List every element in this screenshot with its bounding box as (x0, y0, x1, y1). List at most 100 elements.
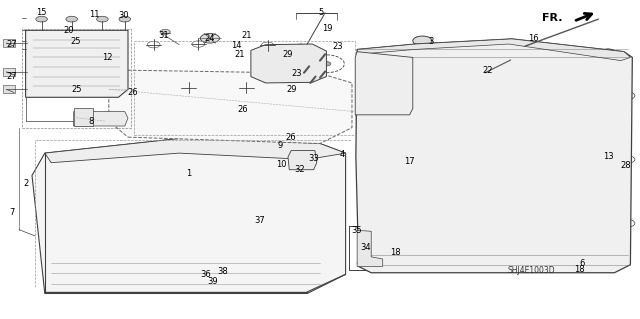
Text: 30: 30 (118, 11, 129, 20)
Text: 26: 26 (128, 88, 138, 97)
Text: SHJ4E1003D: SHJ4E1003D (508, 266, 555, 275)
Ellipse shape (80, 114, 106, 119)
Text: 5: 5 (319, 8, 324, 17)
Circle shape (316, 76, 324, 80)
Circle shape (231, 109, 240, 114)
Ellipse shape (51, 41, 77, 49)
Ellipse shape (210, 200, 270, 246)
Ellipse shape (56, 191, 143, 255)
Ellipse shape (486, 152, 525, 169)
Text: 26: 26 (286, 133, 296, 142)
Ellipse shape (471, 204, 540, 236)
Text: 25: 25 (70, 37, 81, 46)
Text: 18: 18 (574, 265, 584, 274)
Ellipse shape (80, 119, 106, 124)
Text: 20: 20 (63, 26, 74, 35)
Circle shape (53, 285, 62, 289)
Polygon shape (356, 39, 632, 273)
Text: 36: 36 (201, 270, 211, 279)
Bar (3, 39, 15, 47)
Polygon shape (74, 112, 128, 126)
Ellipse shape (44, 75, 84, 87)
Text: 28: 28 (621, 161, 631, 170)
Text: 16: 16 (528, 34, 538, 43)
Text: 37: 37 (254, 216, 264, 225)
Polygon shape (26, 30, 128, 97)
Text: 3: 3 (428, 37, 433, 46)
Text: 29: 29 (286, 85, 296, 94)
Ellipse shape (51, 60, 77, 68)
Circle shape (413, 36, 432, 46)
Ellipse shape (471, 90, 540, 121)
Text: 9: 9 (278, 141, 283, 150)
Ellipse shape (486, 211, 525, 229)
Text: 27: 27 (6, 72, 17, 81)
Circle shape (269, 54, 310, 74)
Text: FR.: FR. (542, 12, 563, 23)
Polygon shape (45, 137, 346, 163)
Text: 27: 27 (6, 40, 17, 48)
Bar (3, 85, 15, 93)
Text: 26: 26 (238, 105, 248, 114)
Circle shape (517, 43, 532, 51)
Circle shape (220, 154, 228, 159)
Text: 21: 21 (241, 31, 252, 40)
Circle shape (160, 29, 170, 34)
Text: 6: 6 (580, 259, 585, 268)
Text: 35: 35 (351, 226, 362, 235)
Text: 31: 31 (158, 31, 168, 40)
Polygon shape (355, 52, 413, 115)
Circle shape (255, 72, 264, 77)
Text: 34: 34 (361, 243, 371, 252)
Text: 10: 10 (276, 160, 287, 169)
Ellipse shape (85, 213, 114, 234)
Ellipse shape (226, 213, 255, 234)
Ellipse shape (140, 200, 200, 246)
Circle shape (200, 33, 220, 43)
Text: 17: 17 (404, 157, 415, 166)
Polygon shape (74, 108, 93, 126)
Text: 1: 1 (186, 169, 191, 178)
Text: 14: 14 (232, 41, 242, 50)
Text: 21: 21 (235, 50, 245, 59)
Text: 33: 33 (308, 154, 319, 163)
Circle shape (280, 134, 289, 139)
Circle shape (36, 16, 47, 22)
Text: 15: 15 (36, 8, 47, 17)
Text: 7: 7 (9, 208, 14, 217)
Circle shape (47, 164, 56, 168)
Text: 32: 32 (294, 165, 305, 174)
Circle shape (296, 44, 305, 48)
Circle shape (119, 16, 131, 22)
Text: 13: 13 (603, 152, 613, 161)
Ellipse shape (44, 58, 84, 70)
Circle shape (129, 93, 138, 98)
Polygon shape (357, 230, 383, 266)
Text: 24: 24 (205, 34, 215, 43)
Text: 18: 18 (390, 248, 401, 257)
Polygon shape (32, 137, 346, 293)
Polygon shape (251, 44, 326, 83)
Circle shape (66, 16, 77, 22)
Text: 8: 8 (89, 117, 94, 126)
Text: 25: 25 (72, 85, 82, 94)
Circle shape (322, 62, 331, 66)
Text: 12: 12 (102, 53, 113, 62)
Text: 38: 38 (218, 267, 228, 276)
Polygon shape (109, 70, 352, 144)
Text: 4: 4 (340, 150, 345, 159)
Circle shape (306, 81, 315, 85)
Circle shape (200, 285, 209, 289)
Ellipse shape (458, 198, 554, 242)
Circle shape (255, 51, 264, 55)
Text: 29: 29 (283, 50, 293, 59)
Bar (3, 68, 15, 76)
Circle shape (296, 79, 305, 84)
Ellipse shape (127, 191, 212, 255)
Text: 2: 2 (23, 179, 28, 188)
Ellipse shape (197, 191, 283, 255)
Ellipse shape (471, 145, 540, 176)
Ellipse shape (156, 213, 184, 234)
Circle shape (124, 157, 132, 162)
Circle shape (296, 160, 305, 165)
